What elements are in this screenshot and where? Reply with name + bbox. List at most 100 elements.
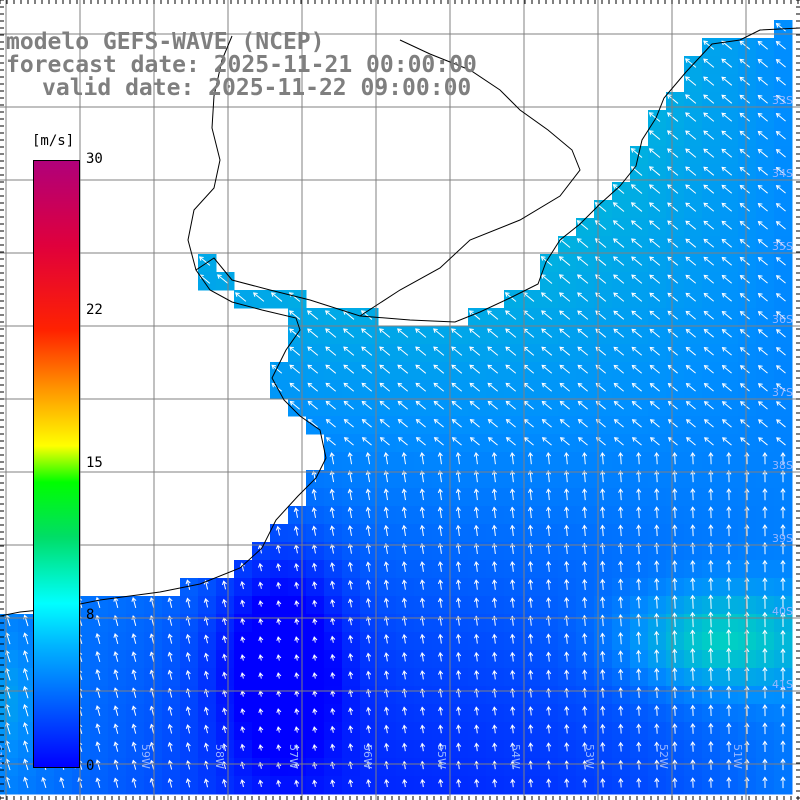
wind-arrow bbox=[595, 220, 607, 230]
wind-arrow bbox=[722, 365, 732, 374]
wind-arrow-head bbox=[366, 706, 372, 712]
wind-arrow-head bbox=[330, 598, 336, 604]
wind-arrow bbox=[511, 725, 514, 734]
wind-arrow-head bbox=[451, 418, 457, 424]
wind-arrow bbox=[96, 615, 101, 627]
wind-arrow-head bbox=[437, 561, 443, 566]
wind-arrow bbox=[674, 578, 676, 591]
wind-arrow-head bbox=[672, 612, 678, 617]
wind-arrow bbox=[343, 310, 355, 320]
wind-arrow bbox=[703, 293, 715, 302]
wind-arrow-head bbox=[113, 705, 119, 711]
wind-arrow-head bbox=[492, 724, 498, 730]
wind-arrow-head bbox=[708, 470, 714, 475]
wind-arrow bbox=[397, 382, 409, 392]
wind-arrow bbox=[289, 292, 301, 302]
wind-arrow-head bbox=[468, 310, 474, 315]
wind-arrow bbox=[241, 654, 244, 661]
wind-arrow bbox=[541, 328, 553, 338]
wind-arrow-head bbox=[258, 581, 264, 587]
wind-arrow-head bbox=[185, 670, 191, 675]
wind-arrow-head bbox=[294, 726, 300, 731]
wind-arrow-head bbox=[365, 524, 371, 530]
wind-arrow bbox=[656, 687, 658, 699]
wind-arrow bbox=[379, 346, 391, 356]
wind-arrow bbox=[704, 311, 714, 320]
wind-arrow-head bbox=[726, 577, 732, 582]
wind-arrow bbox=[529, 471, 532, 483]
wind-arrow-head bbox=[672, 488, 678, 493]
wind-arrow bbox=[704, 419, 714, 428]
wind-arrow bbox=[241, 563, 244, 572]
wind-arrow bbox=[565, 507, 568, 519]
wind-arrow-head bbox=[325, 400, 331, 406]
wind-arrow-head bbox=[775, 365, 781, 370]
wind-arrow-head bbox=[775, 311, 781, 316]
wind-arrow-head bbox=[564, 506, 570, 512]
wind-arrow-head bbox=[149, 705, 155, 711]
wind-arrow-head bbox=[595, 437, 601, 442]
wind-arrow-head bbox=[618, 741, 624, 747]
wind-arrow bbox=[667, 310, 679, 320]
wind-arrow-head bbox=[577, 364, 583, 370]
wind-arrow bbox=[703, 40, 715, 50]
wind-arrow bbox=[529, 670, 532, 680]
wind-arrow bbox=[776, 41, 786, 50]
wind-arrow-head bbox=[582, 632, 588, 638]
wind-arrow-head bbox=[276, 708, 282, 714]
wind-arrow bbox=[271, 364, 283, 374]
wind-arrow-head bbox=[474, 742, 480, 748]
wind-arrow-head bbox=[690, 704, 696, 710]
wind-arrow-head bbox=[216, 274, 222, 279]
wind-arrow-head bbox=[780, 758, 786, 763]
wind-arrow bbox=[439, 743, 442, 752]
wind-arrow-head bbox=[672, 741, 678, 746]
wind-arrow-head bbox=[312, 708, 318, 713]
wind-arrow bbox=[241, 726, 244, 733]
colorbar-tick-22: 22 bbox=[86, 302, 103, 318]
wind-arrow-head bbox=[757, 40, 763, 46]
wind-arrow-head bbox=[649, 382, 655, 388]
wind-arrow-head bbox=[576, 256, 582, 261]
wind-arrow-head bbox=[708, 594, 714, 600]
wind-arrow bbox=[385, 761, 388, 770]
wind-arrow bbox=[114, 706, 119, 716]
wind-arrow bbox=[307, 364, 319, 374]
wind-arrow bbox=[614, 419, 624, 428]
wind-arrow bbox=[349, 726, 352, 734]
wind-arrow bbox=[739, 112, 751, 122]
wind-arrow-head bbox=[775, 203, 781, 208]
wind-arrow-head bbox=[703, 401, 709, 406]
wind-arrow-head bbox=[654, 741, 660, 747]
wind-arrow bbox=[739, 185, 751, 194]
wind-arrow-head bbox=[347, 452, 353, 457]
wind-arrow-head bbox=[456, 724, 462, 730]
wind-arrow bbox=[403, 598, 406, 608]
wind-arrow-head bbox=[726, 470, 732, 475]
wind-arrow-head bbox=[347, 580, 353, 585]
wind-arrow-head bbox=[415, 328, 420, 333]
wind-arrow-head bbox=[473, 579, 480, 584]
wind-arrow bbox=[367, 761, 370, 770]
wind-arrow-head bbox=[685, 94, 690, 99]
border-outline bbox=[187, 35, 581, 317]
wind-arrow-head bbox=[167, 723, 173, 729]
wind-arrow bbox=[277, 744, 280, 751]
wind-arrow-head bbox=[505, 437, 511, 442]
wind-arrow bbox=[397, 401, 409, 410]
wind-arrow-head bbox=[775, 185, 781, 190]
wind-arrow-head bbox=[541, 328, 546, 334]
wind-arrow-head bbox=[577, 437, 583, 442]
wind-arrow-head bbox=[631, 238, 636, 243]
wind-arrow-head bbox=[726, 594, 732, 599]
wind-arrow bbox=[565, 452, 568, 465]
wind-arrow-head bbox=[149, 669, 155, 675]
wind-arrow bbox=[685, 311, 697, 320]
lon-label: 57W bbox=[287, 744, 300, 769]
wind-arrow bbox=[650, 401, 660, 410]
wind-arrow-head bbox=[131, 596, 137, 602]
wind-arrow bbox=[776, 347, 786, 356]
wind-arrow bbox=[205, 725, 209, 734]
wind-arrow bbox=[331, 672, 334, 679]
wind-arrow bbox=[205, 743, 209, 752]
